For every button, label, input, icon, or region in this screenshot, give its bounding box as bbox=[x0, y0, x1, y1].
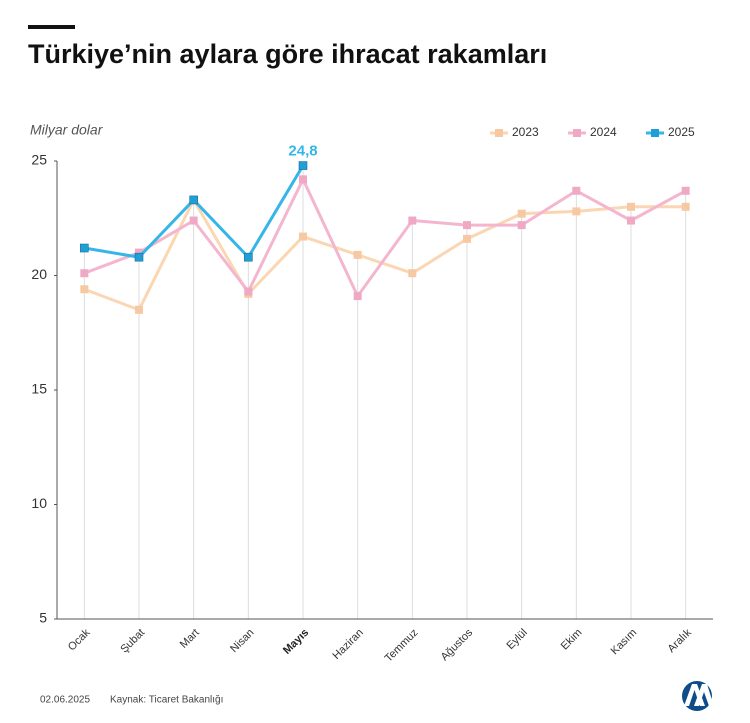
x-tick-label: Aralık bbox=[665, 626, 694, 655]
x-tick-label: Ocak bbox=[66, 626, 93, 653]
legend-marker bbox=[651, 129, 659, 137]
chart-title: Türkiye’nin aylara göre ihracat rakamlar… bbox=[28, 39, 547, 69]
marker bbox=[627, 202, 635, 211]
marker bbox=[134, 252, 144, 262]
marker bbox=[189, 195, 198, 205]
marker bbox=[408, 269, 417, 278]
x-tick-label: Temmuz bbox=[383, 627, 421, 665]
marker bbox=[80, 269, 89, 278]
y-tick-label: 25 bbox=[31, 152, 47, 168]
y-tick-label: 15 bbox=[31, 381, 47, 397]
marker bbox=[408, 216, 417, 225]
marker bbox=[189, 216, 198, 225]
marker bbox=[244, 287, 253, 296]
legend-marker bbox=[573, 129, 581, 137]
x-tick-label: Haziran bbox=[331, 627, 366, 662]
marker bbox=[517, 209, 526, 218]
legend-marker bbox=[495, 129, 503, 137]
x-tick-label: Şubat bbox=[118, 627, 147, 656]
marker bbox=[80, 243, 89, 253]
x-tick-label: Eylül bbox=[504, 627, 529, 652]
x-tick-label: Nisan bbox=[228, 627, 256, 655]
marker bbox=[517, 221, 526, 230]
legend-label: 2024 bbox=[590, 125, 617, 139]
x-tick-label: Mayıs bbox=[281, 627, 311, 657]
logo bbox=[682, 681, 712, 711]
marker bbox=[299, 232, 307, 241]
marker bbox=[244, 252, 253, 262]
x-tick-label: Mart bbox=[178, 627, 202, 651]
marker bbox=[353, 250, 362, 259]
marker bbox=[681, 202, 690, 211]
date: 02.06.2025 bbox=[40, 695, 90, 706]
x-tick-label: Ağustos bbox=[439, 626, 476, 663]
legend-label: 2023 bbox=[512, 125, 539, 139]
marker bbox=[353, 292, 362, 301]
title-bar bbox=[28, 25, 75, 29]
legend-label: 2025 bbox=[668, 125, 695, 139]
y-tick-label: 10 bbox=[31, 495, 47, 511]
value-label: 24,8 bbox=[288, 143, 317, 160]
x-tick-label: Kasım bbox=[609, 627, 640, 658]
y-tick-label: 20 bbox=[31, 266, 47, 282]
source: Kaynak: Ticaret Bakanlığı bbox=[110, 695, 223, 706]
marker bbox=[681, 186, 690, 195]
y-axis-label: Milyar dolar bbox=[30, 122, 104, 138]
marker bbox=[463, 221, 471, 230]
marker bbox=[299, 175, 307, 184]
x-tick-label: Ekim bbox=[559, 627, 585, 653]
marker bbox=[80, 285, 89, 294]
series-line bbox=[83, 198, 686, 312]
marker bbox=[298, 161, 308, 170]
marker bbox=[135, 305, 143, 314]
series-line bbox=[83, 177, 687, 298]
marker bbox=[135, 248, 143, 257]
marker bbox=[463, 234, 471, 243]
marker bbox=[627, 216, 635, 225]
marker bbox=[572, 186, 581, 195]
marker bbox=[572, 207, 581, 216]
y-tick-label: 5 bbox=[39, 610, 47, 626]
